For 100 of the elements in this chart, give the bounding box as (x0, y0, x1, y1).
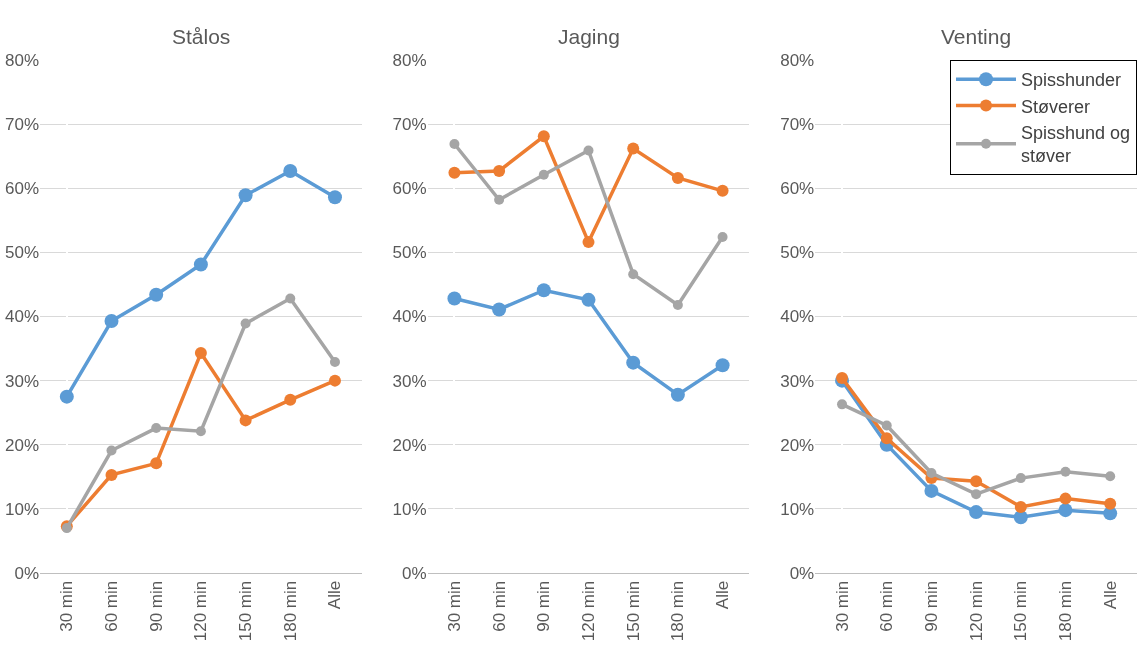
x-tick-label: 150 min (1011, 580, 1031, 642)
x-tick-label: 120 min (191, 580, 211, 642)
x-tick-label: 150 min (236, 580, 256, 642)
x-tick-label: 30 min (444, 580, 464, 632)
x-tick-label: 180 min (1056, 580, 1076, 642)
point (672, 299, 683, 310)
x-tick-label: 180 min (280, 580, 300, 642)
y-tick-label: 60% (392, 179, 427, 199)
point (106, 445, 117, 456)
x-tick-label: 150 min (623, 580, 643, 642)
y-tick-label: 10% (780, 499, 815, 519)
y-tick-label: 80% (392, 50, 427, 70)
y-tick-label: 40% (780, 307, 815, 327)
point (837, 399, 848, 410)
y-tick-label: 0% (14, 563, 39, 583)
y-tick-label: 30% (392, 371, 427, 391)
x-tick-label: 30 min (832, 580, 852, 632)
point (283, 163, 298, 178)
point (240, 318, 251, 329)
point (492, 302, 507, 317)
point (327, 190, 342, 205)
chart-title: Jaging (558, 25, 620, 48)
point (536, 283, 551, 298)
point (194, 347, 207, 360)
point (149, 287, 164, 302)
point (880, 432, 893, 445)
y-tick-label: 10% (4, 499, 39, 519)
y-tick-label: 70% (392, 115, 427, 135)
point (716, 184, 729, 197)
point (329, 357, 340, 368)
x-tick-label: Alle (1100, 580, 1120, 610)
x-tick-label: Alle (713, 580, 733, 610)
point (715, 358, 730, 373)
point (1015, 473, 1026, 484)
chart-title: Venting (941, 25, 1012, 48)
point (104, 313, 119, 328)
x-tick-label: 180 min (668, 580, 688, 642)
point (537, 130, 550, 143)
point (328, 374, 341, 387)
y-tick-label: 30% (4, 371, 39, 391)
legend-label: Spisshund og støver (1021, 123, 1131, 167)
point (151, 423, 162, 434)
x-tick-label: 120 min (966, 580, 986, 642)
point (582, 236, 595, 249)
x-tick-label: Alle (325, 580, 345, 610)
y-tick-label: 40% (392, 307, 427, 327)
y-tick-label: 50% (4, 243, 39, 263)
point (238, 188, 253, 203)
x-tick-label: 30 min (57, 580, 77, 632)
y-tick-label: 60% (780, 179, 815, 199)
y-tick-label: 60% (4, 179, 39, 199)
x-tick-label: 60 min (102, 580, 122, 632)
y-tick-label: 10% (392, 499, 427, 519)
legend-label: Støverer (1021, 96, 1091, 117)
chart-title: Stålos (172, 25, 231, 48)
point (284, 393, 297, 406)
point (1105, 471, 1116, 482)
y-tick-label: 80% (780, 50, 815, 70)
point (1060, 466, 1071, 477)
point (971, 489, 982, 500)
point (881, 420, 892, 431)
point (924, 483, 939, 498)
point (1059, 492, 1072, 505)
point (627, 142, 640, 155)
x-tick-label: 90 min (146, 580, 166, 632)
point (150, 457, 163, 470)
point (59, 389, 74, 404)
y-tick-label: 40% (4, 307, 39, 327)
point (970, 475, 983, 488)
point (969, 505, 984, 520)
point (493, 164, 506, 177)
point (105, 468, 118, 481)
point (448, 166, 461, 179)
x-tick-label: 120 min (579, 580, 599, 642)
y-tick-label: 30% (780, 371, 815, 391)
point (1058, 503, 1073, 518)
point (195, 426, 206, 437)
y-tick-label: 0% (789, 563, 815, 583)
point (239, 414, 252, 427)
point (581, 292, 596, 307)
point (671, 171, 684, 184)
x-tick-label: 60 min (877, 580, 897, 632)
point (193, 257, 208, 272)
point (926, 467, 937, 478)
y-tick-label: 50% (392, 243, 427, 263)
y-tick-label: 20% (780, 435, 815, 455)
point (626, 355, 641, 370)
point (1014, 500, 1027, 513)
legend-label: Spisshunder (1021, 70, 1122, 91)
point (285, 293, 296, 304)
y-tick-label: 70% (780, 115, 815, 135)
point (670, 387, 685, 402)
y-tick-label: 20% (4, 435, 39, 455)
point (583, 145, 594, 156)
x-tick-label: 60 min (489, 580, 509, 632)
y-tick-label: 0% (402, 563, 427, 583)
point (447, 291, 462, 306)
x-tick-label: 90 min (921, 580, 941, 632)
point (1104, 497, 1117, 510)
y-tick-label: 20% (392, 435, 427, 455)
